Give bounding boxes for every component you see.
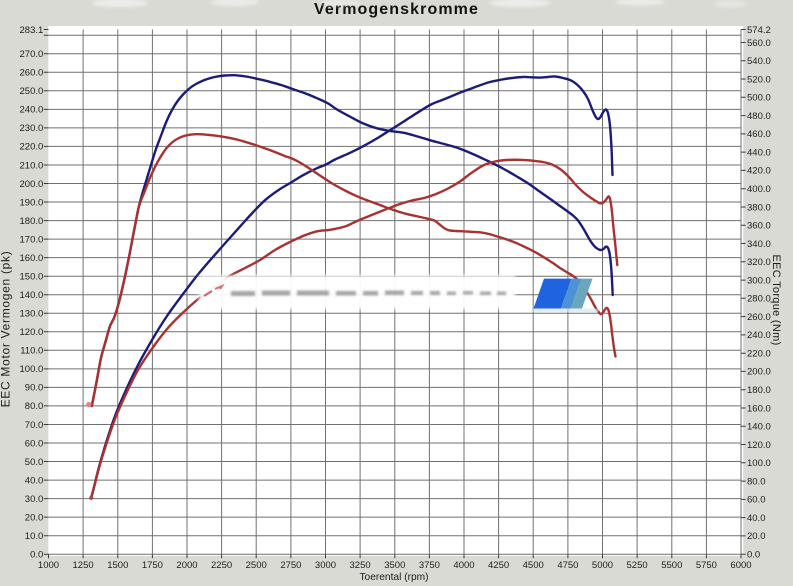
svg-text:0.0: 0.0: [747, 550, 760, 561]
svg-text:2500: 2500: [246, 560, 267, 571]
svg-text:5000: 5000: [592, 560, 613, 571]
svg-text:EEC Motor Vermogen (pk): EEC Motor Vermogen (pk): [0, 251, 13, 408]
svg-text:240.0: 240.0: [747, 330, 771, 341]
svg-text:250.0: 250.0: [20, 86, 44, 97]
svg-text:EEC Torque (Nm): EEC Torque (Nm): [770, 254, 782, 345]
svg-text:4000: 4000: [453, 560, 474, 571]
svg-text:170.0: 170.0: [20, 234, 44, 245]
svg-text:80.0: 80.0: [25, 401, 44, 412]
svg-text:1250: 1250: [73, 560, 94, 571]
svg-text:20.0: 20.0: [25, 512, 44, 523]
svg-text:80.0: 80.0: [747, 476, 766, 487]
svg-text:210.0: 210.0: [20, 160, 44, 171]
svg-text:440.0: 440.0: [747, 147, 771, 158]
svg-text:460.0: 460.0: [747, 129, 771, 140]
svg-text:520.0: 520.0: [747, 74, 771, 85]
svg-text:140.0: 140.0: [747, 422, 771, 433]
svg-text:3750: 3750: [419, 560, 440, 571]
svg-text:180.0: 180.0: [747, 385, 771, 396]
svg-text:160.0: 160.0: [747, 403, 771, 414]
svg-text:2000: 2000: [176, 560, 197, 571]
svg-text:190.0: 190.0: [20, 197, 44, 208]
svg-text:120.0: 120.0: [20, 327, 44, 338]
svg-text:1000: 1000: [38, 560, 59, 571]
svg-text:270.0: 270.0: [20, 49, 44, 60]
svg-text:4250: 4250: [488, 560, 509, 571]
svg-text:283.1: 283.1: [20, 25, 44, 36]
svg-text:200.0: 200.0: [747, 367, 771, 378]
svg-text:160.0: 160.0: [20, 253, 44, 264]
svg-text:3000: 3000: [315, 560, 336, 571]
svg-text:130.0: 130.0: [20, 309, 44, 320]
svg-text:40.0: 40.0: [25, 475, 44, 486]
svg-text:Toerental (rpm): Toerental (rpm): [359, 572, 428, 583]
svg-text:500.0: 500.0: [747, 93, 771, 104]
svg-text:100.0: 100.0: [20, 364, 44, 375]
svg-text:240.0: 240.0: [20, 105, 44, 116]
svg-text:340.0: 340.0: [747, 239, 771, 250]
svg-text:180.0: 180.0: [20, 216, 44, 227]
svg-text:60.0: 60.0: [25, 438, 44, 449]
svg-text:110.0: 110.0: [20, 346, 43, 357]
svg-text:360.0: 360.0: [747, 221, 771, 232]
svg-text:0.0: 0.0: [30, 550, 43, 561]
svg-text:400.0: 400.0: [747, 184, 771, 195]
svg-text:150.0: 150.0: [20, 272, 44, 283]
svg-text:300.0: 300.0: [747, 275, 771, 286]
svg-text:220.0: 220.0: [20, 142, 44, 153]
svg-text:230.0: 230.0: [20, 123, 44, 134]
svg-text:20.0: 20.0: [747, 531, 766, 542]
svg-text:200.0: 200.0: [20, 179, 44, 190]
svg-text:70.0: 70.0: [25, 420, 44, 431]
svg-text:574.2: 574.2: [747, 25, 771, 36]
svg-text:10.0: 10.0: [25, 531, 44, 542]
svg-text:6000: 6000: [730, 560, 751, 571]
svg-text:540.0: 540.0: [747, 56, 771, 67]
svg-text:1750: 1750: [142, 560, 163, 571]
svg-text:5750: 5750: [696, 560, 717, 571]
svg-text:560.0: 560.0: [747, 38, 771, 49]
svg-text:4500: 4500: [523, 560, 544, 571]
svg-text:40.0: 40.0: [747, 513, 766, 524]
svg-text:90.0: 90.0: [25, 383, 44, 394]
svg-text:30.0: 30.0: [25, 494, 44, 505]
svg-text:50.0: 50.0: [25, 457, 44, 468]
svg-text:220.0: 220.0: [747, 349, 771, 360]
svg-text:60.0: 60.0: [747, 495, 766, 506]
svg-text:260.0: 260.0: [20, 68, 44, 79]
svg-text:260.0: 260.0: [747, 312, 771, 323]
svg-text:420.0: 420.0: [747, 166, 771, 177]
svg-text:5500: 5500: [661, 560, 682, 571]
svg-text:4750: 4750: [557, 560, 578, 571]
svg-text:5250: 5250: [627, 560, 648, 571]
svg-text:480.0: 480.0: [747, 111, 771, 122]
svg-text:320.0: 320.0: [747, 257, 771, 268]
svg-text:3250: 3250: [350, 560, 371, 571]
svg-text:380.0: 380.0: [747, 202, 771, 213]
svg-text:100.0: 100.0: [747, 458, 771, 469]
svg-text:1500: 1500: [107, 560, 128, 571]
svg-text:280.0: 280.0: [747, 294, 771, 305]
svg-text:120.0: 120.0: [747, 440, 771, 451]
svg-text:140.0: 140.0: [20, 290, 44, 301]
svg-text:2250: 2250: [211, 560, 232, 571]
svg-text:3500: 3500: [384, 560, 405, 571]
svg-text:2750: 2750: [280, 560, 301, 571]
